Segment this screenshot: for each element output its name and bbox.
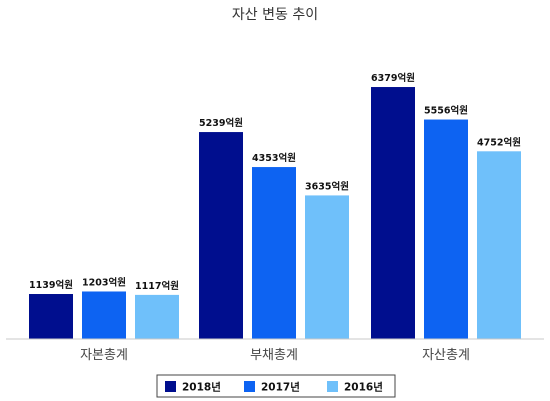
data-label: 5556억원: [424, 105, 468, 117]
bar-3-2: [424, 119, 468, 340]
chart-title: 자산 변동 추이: [232, 7, 318, 23]
bar-2-3: [305, 195, 349, 339]
legend-swatch: [244, 381, 255, 392]
data-label: 6379억원: [371, 72, 415, 84]
bar-3-1: [371, 87, 415, 339]
bar-1-1: [29, 294, 73, 339]
legend-item-1: 2018년: [182, 381, 221, 394]
legend-swatch: [165, 381, 176, 392]
legend-item-2: 2017년: [261, 381, 300, 394]
data-label: 1139억원: [29, 279, 73, 291]
category-labels: 자본총계 부채총계 자산총계: [80, 348, 470, 363]
data-label: 4353억원: [252, 152, 296, 164]
legend-swatch: [327, 381, 338, 392]
bar-1-3: [135, 294, 179, 339]
bar-2-1: [199, 132, 243, 339]
bar-1-2: [82, 291, 126, 339]
data-label: 5239억원: [199, 117, 243, 129]
bar-3-3: [477, 151, 521, 339]
legend: 2018년 2017년 2016년: [156, 374, 396, 398]
category-label: 부채총계: [250, 348, 298, 363]
plot-area: 1139억원 1203억원 1117억원 5239억원 4353억원 3635억원 6379…: [29, 72, 521, 340]
data-label: 1203억원: [82, 276, 126, 288]
data-label: 4752억원: [477, 136, 521, 148]
data-label: 1117억원: [135, 280, 179, 292]
category-label: 자산총계: [422, 348, 470, 363]
legend-item-3: 2016년: [344, 381, 383, 394]
data-label: 3635억원: [305, 180, 349, 192]
category-label: 자본총계: [80, 348, 128, 363]
bar-2-2: [252, 167, 296, 339]
